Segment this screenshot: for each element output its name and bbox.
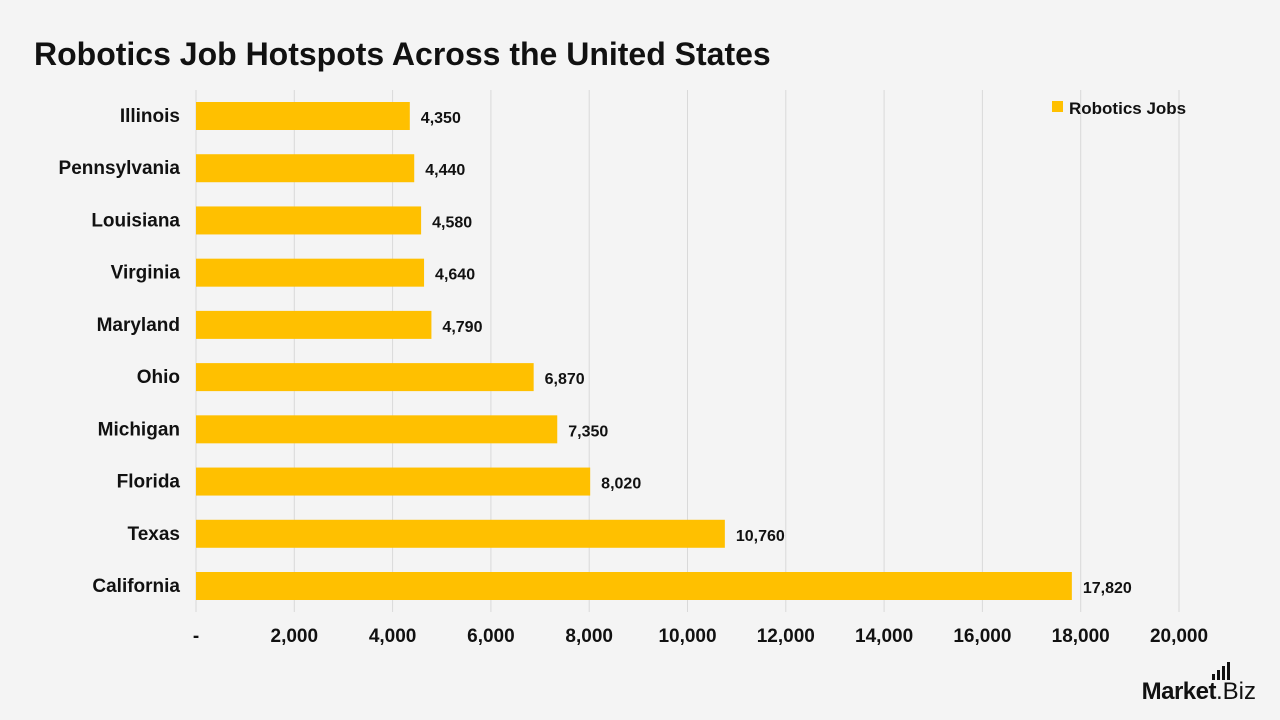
bar-ohio (196, 363, 534, 392)
bar-texas (196, 519, 725, 548)
bar-california (196, 572, 1072, 600)
x-tick-label: 8,000 (565, 626, 613, 647)
label-layer: - 2,000 4,000 6,000 8,000 10,000 12,000 14,000 1… (59, 106, 1209, 647)
data-label: 4,580 (432, 214, 472, 231)
x-tick-label: 20,000 (1150, 626, 1208, 647)
bar-layer (196, 102, 1072, 600)
x-tick-label: 4,000 (369, 626, 417, 647)
category-label: Pennsylvania (59, 158, 181, 179)
data-label: 4,350 (421, 110, 461, 127)
bar-chart-logo-icon (1211, 662, 1230, 680)
chart-title: Robotics Job Hotspots Across the United … (34, 36, 771, 72)
x-tick-label: 14,000 (855, 626, 913, 647)
brand-name: Market (1141, 678, 1217, 705)
legend: Robotics Jobs (1052, 99, 1186, 118)
data-label: 6,870 (545, 371, 585, 388)
bar-louisiana (196, 206, 422, 235)
category-label: California (92, 576, 180, 597)
x-tick-label: - (193, 626, 199, 647)
x-tick-label: 2,000 (271, 626, 319, 647)
legend-swatch (1052, 101, 1063, 112)
bar-florida (196, 467, 591, 496)
category-label: Louisiana (91, 210, 180, 231)
bar-pennsylvania (196, 154, 415, 183)
category-label: Ohio (137, 367, 180, 388)
x-tick-label: 12,000 (757, 626, 815, 647)
legend-label-robotics-jobs: Robotics Jobs (1069, 99, 1186, 118)
category-label: Florida (117, 472, 181, 493)
category-label: Maryland (97, 315, 180, 336)
data-label: 4,640 (435, 267, 475, 284)
data-label: 7,350 (568, 423, 608, 440)
x-tick-label: 18,000 (1052, 626, 1110, 647)
category-label: Texas (128, 524, 180, 545)
bar-virginia (196, 258, 425, 287)
bar-illinois (196, 102, 410, 130)
category-label: Michigan (98, 419, 180, 440)
category-label: Virginia (111, 263, 181, 284)
data-label: 17,820 (1083, 580, 1132, 597)
bar-michigan (196, 415, 558, 444)
data-label: 4,440 (425, 162, 465, 179)
data-label: 8,020 (601, 476, 641, 493)
category-label: Illinois (120, 106, 180, 127)
x-tick-label: 10,000 (658, 626, 716, 647)
data-label: 10,760 (736, 528, 785, 545)
data-label: 4,790 (442, 319, 482, 336)
brand-logo: Market .Biz (1141, 662, 1256, 706)
bar-maryland (196, 310, 432, 339)
x-tick-label: 16,000 (953, 626, 1011, 647)
brand-suffix: .Biz (1215, 678, 1256, 705)
x-tick-label: 6,000 (467, 626, 515, 647)
